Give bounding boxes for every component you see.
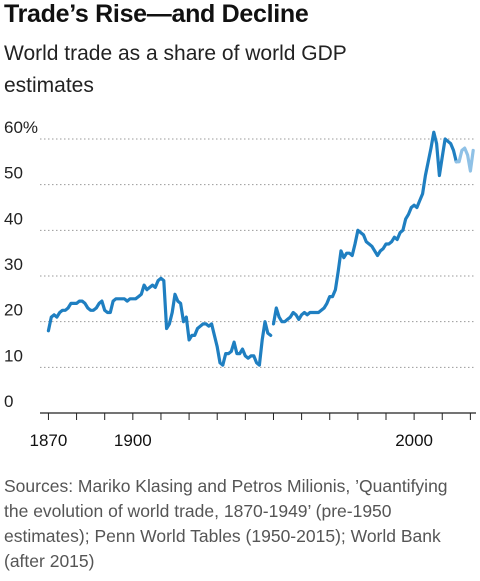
x-tick-label-2000: 2000 <box>395 431 433 450</box>
chart-title: Trade’s Rise—and Decline <box>4 0 309 28</box>
y-tick-label-30: 30 <box>4 255 23 274</box>
data-lines <box>46 130 475 367</box>
y-tick-label-60: 60% <box>4 118 38 137</box>
x-tick-label-1900: 1900 <box>114 431 152 450</box>
y-tick-label-10: 10 <box>4 346 23 365</box>
source-note: Sources: Mariko Klasing and Petros Milio… <box>4 476 448 571</box>
x-axis: 1870 1900 2000 <box>30 412 476 450</box>
y-tick-label-0: 0 <box>4 392 13 411</box>
series-line-2 <box>271 130 458 326</box>
x-tick-label-1870: 1870 <box>30 431 68 450</box>
y-tick-labels: 0 10 20 30 40 50 60% <box>4 118 38 411</box>
y-tick-label-50: 50 <box>4 164 23 183</box>
line-chart: 0 10 20 30 40 50 60% 1870 1900 2000 <box>4 118 476 450</box>
y-tick-label-40: 40 <box>4 209 23 228</box>
y-tick-label-20: 20 <box>4 301 23 320</box>
chart-subtitle: World trade as a share of world GDP esti… <box>4 42 347 97</box>
grid-lines <box>40 138 476 368</box>
series-line-3 <box>454 146 475 173</box>
series-line-1 <box>46 276 273 367</box>
